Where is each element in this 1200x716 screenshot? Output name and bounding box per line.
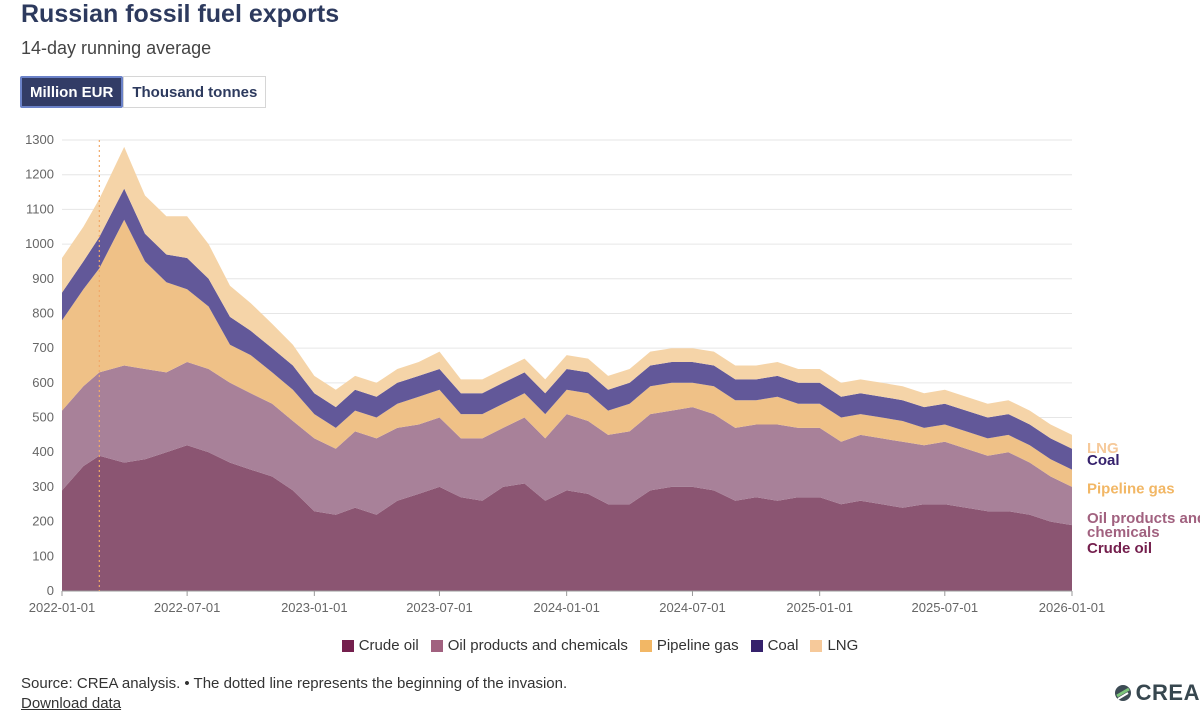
y-tick-label: 1300 [25,132,54,147]
legend-swatch [810,639,823,652]
x-tick-label: 2025-07-01 [912,600,979,615]
legend-item-crude-oil[interactable]: Crude oil [341,637,419,654]
legend-label: Pipeline gas [656,637,739,654]
x-tick-label: 2025-01-01 [786,600,853,615]
area-lng[interactable] [62,146,1072,449]
chart-legend: Crude oil Oil products and chemicals Pipel… [0,637,1200,654]
legend-swatch [430,639,443,652]
end-label-lng: LNG [1087,440,1119,457]
x-tick-label: 2022-01-01 [29,600,96,615]
end-label-oil-products-and-chemicals: Oil products and chemicals [1087,510,1200,541]
legend-label: Crude oil [358,637,419,654]
x-tick-label: 2024-01-01 [533,600,600,615]
stacked-area-chart: 0 100 200 300 400 500 600 700 800 900 1000 1100 1200… [25,132,1200,615]
y-tick-label: 900 [32,271,54,286]
chart-title: Russian fossil fuel exports [21,0,340,28]
crea-logo-text: CREA [1135,680,1200,705]
y-tick-label: 300 [32,479,54,494]
area-pipeline-gas[interactable] [62,219,1072,487]
y-tick-label: 1100 [26,201,54,216]
x-tick-label: 2023-01-01 [281,600,348,615]
y-tick-label: 400 [32,444,54,459]
y-tick-label: 0 [47,583,54,598]
legend-item-coal[interactable]: Coal [750,637,799,654]
area-coal[interactable] [62,188,1072,470]
download-data-link[interactable]: Download data [21,695,122,712]
legend-label: Oil products and chemicals [447,637,628,654]
end-label-coal: Coal [1087,452,1120,469]
x-axis: 2022-01-01 2022-07-01 2023-01-01 2023-07-01… [29,590,1106,615]
area-oil-products-and-chemicals[interactable] [62,362,1072,526]
legend-swatch [341,639,354,652]
x-tick-label: 2022-07-01 [154,600,221,615]
source-note: Source: CREA analysis. • The dotted line… [21,675,568,692]
y-tick-label: 100 [32,548,54,563]
legend-item-lng[interactable]: LNG [810,637,858,654]
y-tick-label: 200 [32,514,54,529]
crea-logo: CREA [1113,680,1200,706]
y-tick-label: 1000 [25,236,54,251]
legend-label: LNG [827,637,859,654]
crea-logo-icon [1114,685,1131,701]
end-label-crude-oil: Crude oil [1087,540,1152,557]
y-axis: 0 100 200 300 400 500 600 700 800 900 1000 1100 1200… [25,132,54,598]
chart-subtitle: 14-day running average [21,38,212,58]
y-tick-label: 1200 [25,167,54,182]
series-areas [62,146,1072,591]
y-tick-label: 600 [32,375,54,390]
million-eur-button[interactable]: Million EUR [20,76,124,108]
legend-swatch [639,639,652,652]
thousand-tonnes-button[interactable]: Thousand tonnes [123,76,267,108]
y-tick-label: 800 [32,305,54,320]
legend-item-oil-products-and-chemicals[interactable]: Oil products and chemicals [430,637,628,654]
x-tick-label: 2024-07-01 [659,600,726,615]
y-tick-label: 500 [32,410,54,425]
area-crude-oil[interactable] [62,445,1072,591]
legend-item-pipeline-gas[interactable]: Pipeline gas [639,637,739,654]
end-label-pipeline-gas: Pipeline gas [1087,481,1175,498]
x-tick-label: 2023-07-01 [406,600,473,615]
legend-swatch [750,639,763,652]
x-tick-label: 2026-01-01 [1039,600,1106,615]
y-tick-label: 700 [32,340,54,355]
unit-toggle: Million EUR Thousand tonnes [20,76,267,108]
legend-label: Coal [767,637,799,654]
